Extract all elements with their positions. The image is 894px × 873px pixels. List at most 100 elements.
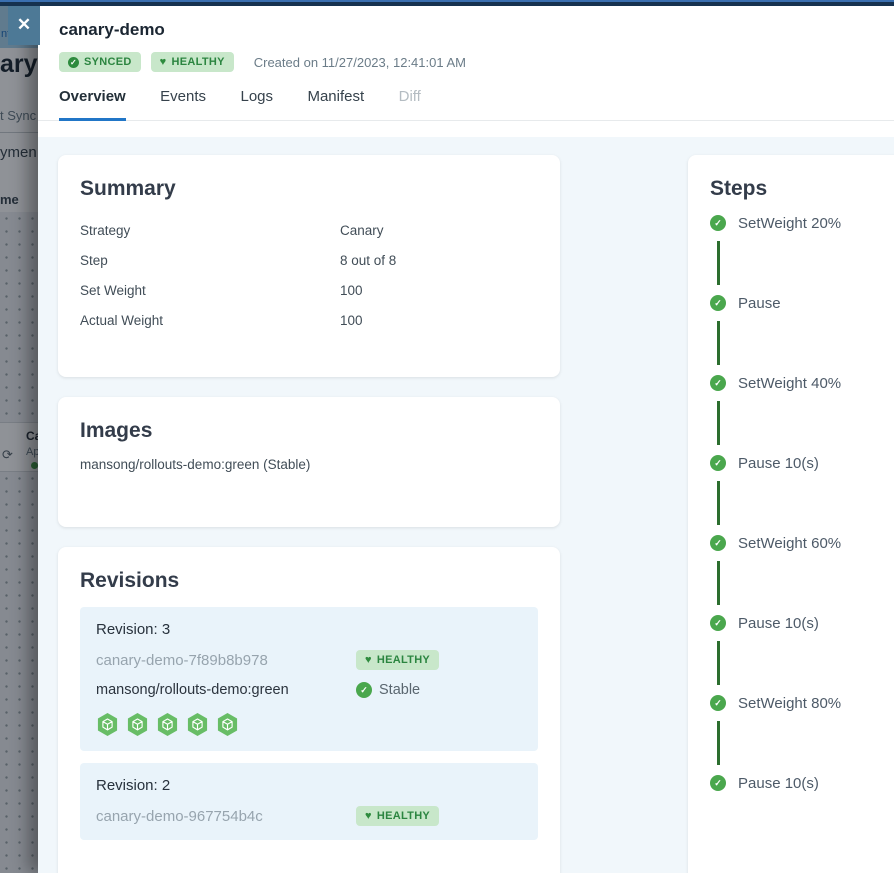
pod-hexagon-icon[interactable]: [96, 712, 119, 737]
summary-value: 100: [340, 282, 363, 298]
step-check-icon: ✓: [710, 295, 726, 311]
steps-card: Steps ✓ SetWeight 20% ✓ Pause ✓ SetWeigh…: [688, 155, 894, 873]
page-title: canary-demo: [59, 20, 165, 39]
background-page: nt:soft ary- t Sync ymen me ⟳ Ca Ap: [0, 0, 38, 873]
step-item: ✓ SetWeight 60%: [710, 534, 894, 552]
healthy-badge: ♥ HEALTHY: [150, 52, 234, 72]
step-connector-line: [717, 561, 720, 605]
revision-replicaset-row: canary-demo-7f89b8b978 ♥ HEALTHY: [96, 650, 522, 670]
step-check-icon: ✓: [710, 215, 726, 231]
check-circle-icon: ✓: [356, 682, 372, 698]
summary-label: Step: [80, 252, 108, 268]
step-connector-line: [717, 401, 720, 445]
created-timestamp: Created on 11/27/2023, 12:41:01 AM: [253, 54, 466, 70]
step-item: ✓ Pause: [710, 294, 894, 312]
images-card: Images mansong/rollouts-demo:green (Stab…: [58, 397, 560, 527]
step-label: Pause 10(s): [738, 614, 819, 632]
synced-badge: ✓ SYNCED: [59, 52, 141, 72]
step-item: ✓ Pause 10(s): [710, 775, 894, 792]
summary-card: Summary Strategy Canary Step 8 out of 8 …: [58, 155, 560, 377]
summary-value: 100: [340, 312, 363, 328]
step-connector-line: [717, 481, 720, 525]
step-check-icon: ✓: [710, 615, 726, 631]
step-label: SetWeight 40%: [738, 374, 842, 392]
step-item: ✓ Pause 10(s): [710, 614, 894, 632]
step-item: ✓ SetWeight 80%: [710, 694, 894, 712]
revision-healthy-badge-label: HEALTHY: [376, 654, 431, 666]
step-check-icon: ✓: [710, 535, 726, 551]
check-circle-icon: ✓: [68, 56, 79, 68]
node-title-fragment: Ca: [26, 429, 38, 443]
revision-healthy-badge-label: HEALTHY: [376, 810, 431, 822]
replicaset-name: canary-demo-7f89b8b978: [96, 651, 268, 669]
summary-value: 8 out of 8: [340, 252, 397, 268]
pod-hexagon-icon[interactable]: [126, 712, 149, 737]
tab-diff[interactable]: Diff: [398, 88, 421, 105]
step-check-icon: ✓: [710, 375, 726, 391]
tab-overview[interactable]: Overview: [59, 88, 126, 121]
pod-hexagon-icon[interactable]: [216, 712, 239, 737]
summary-label: Actual Weight: [80, 312, 164, 328]
synced-badge-label: SYNCED: [84, 56, 132, 68]
summary-row-actual-weight: Actual Weight 100: [80, 305, 538, 335]
background-app-title-fragment: ary-: [0, 50, 38, 78]
heart-icon: ♥: [365, 809, 372, 822]
summary-value: Canary: [340, 222, 384, 238]
revision-image-row: mansong/rollouts-demo:green ✓ Stable: [96, 682, 522, 698]
revisions-card: Revisions Revision: 3 canary-demo-7f89b8…: [58, 547, 560, 873]
step-label: Pause: [738, 294, 781, 312]
backdrop-overlay[interactable]: [0, 0, 38, 873]
step-connector-line: [717, 321, 720, 365]
tab-manifest[interactable]: Manifest: [307, 88, 365, 105]
summary-row-step: Step 8 out of 8: [80, 245, 538, 275]
summary-label: Set Weight: [80, 282, 146, 298]
status-badge-row: ✓ SYNCED ♥ HEALTHY Created on 11/27/2023…: [59, 52, 894, 72]
pod-hexagon-icon[interactable]: [156, 712, 179, 737]
steps-card-title: Steps: [710, 177, 768, 200]
summary-card-title: Summary: [80, 177, 176, 200]
tab-events[interactable]: Events: [160, 88, 207, 105]
summary-label: Strategy: [80, 222, 131, 238]
replicaset-name: canary-demo-967754b4c: [96, 807, 263, 825]
step-label: SetWeight 80%: [738, 694, 842, 712]
revision-healthy-badge: ♥ HEALTHY: [356, 650, 440, 670]
stable-indicator: ✓ Stable: [356, 682, 420, 698]
overview-tab-content: Summary Strategy Canary Step 8 out of 8 …: [38, 137, 894, 873]
revision-name: Revision: 2: [96, 777, 171, 794]
step-check-icon: ✓: [710, 455, 726, 471]
revision-image-name: mansong/rollouts-demo:green: [96, 682, 289, 698]
revisions-card-title: Revisions: [80, 569, 180, 592]
step-connector-line: [717, 641, 720, 685]
step-label: SetWeight 20%: [738, 214, 842, 232]
step-connector-line: [717, 241, 720, 285]
pod-icon-group: [96, 712, 239, 737]
pod-hexagon-icon[interactable]: [186, 712, 209, 737]
step-check-icon: ✓: [710, 775, 726, 791]
revision-replicaset-row: canary-demo-967754b4c ♥ HEALTHY: [96, 806, 522, 826]
step-label: Pause 10(s): [738, 454, 819, 472]
revision-name: Revision: 3: [96, 621, 171, 638]
heart-icon: ♥: [365, 653, 372, 666]
step-check-icon: ✓: [710, 695, 726, 711]
image-name: mansong/rollouts-demo:green (Stable): [80, 457, 311, 472]
revision-pods-row: [96, 710, 522, 737]
app-top-bar: [0, 0, 894, 6]
node-health-dot: [31, 462, 38, 469]
background-menu-fragment: ymen: [0, 144, 37, 161]
background-dot-grid-canvas: [0, 212, 38, 873]
tab-logs[interactable]: Logs: [240, 88, 274, 105]
stable-label: Stable: [379, 682, 421, 698]
step-label: SetWeight 60%: [738, 534, 842, 552]
images-card-title: Images: [80, 419, 153, 442]
close-panel-button[interactable]: ✕: [8, 4, 40, 45]
tab-bar: Overview Events Logs Manifest Diff: [38, 88, 894, 121]
panel-header: canary-demo ✓ SYNCED ♥ HEALTHY Created o…: [38, 0, 894, 72]
step-item: ✓ SetWeight 40%: [710, 374, 894, 392]
heart-icon: ♥: [159, 55, 167, 68]
summary-row-strategy: Strategy Canary: [80, 215, 538, 245]
rollout-details-panel: canary-demo ✓ SYNCED ♥ HEALTHY Created o…: [38, 0, 894, 873]
background-sync-fragment: t Sync: [0, 108, 37, 123]
sync-arrows-icon: ⟳: [2, 447, 13, 462]
summary-row-set-weight: Set Weight 100: [80, 275, 538, 305]
revision-2-panel: Revision: 2 canary-demo-967754b4c ♥ HEAL…: [80, 763, 538, 840]
